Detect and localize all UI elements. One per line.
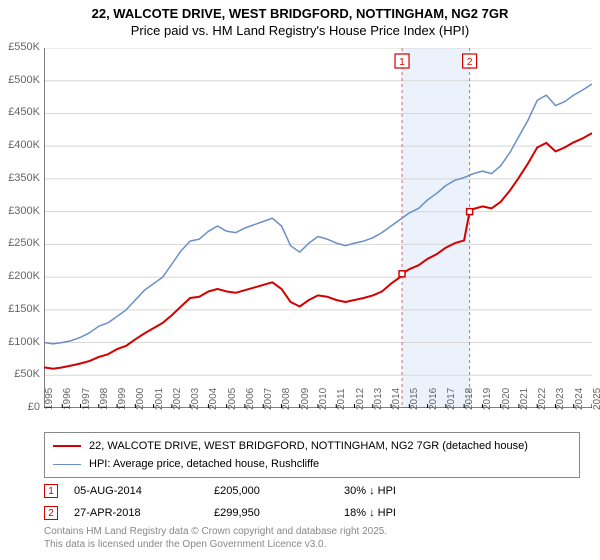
transaction-row: 2 27-APR-2018£299,95018% ↓ HPI: [44, 502, 580, 524]
x-tick-label: 1999: [117, 388, 128, 410]
transaction-date: 05-AUG-2014: [74, 485, 214, 497]
footer-attribution: Contains HM Land Registry data © Crown c…: [44, 525, 387, 551]
legend-label: 22, WALCOTE DRIVE, WEST BRIDGFORD, NOTTI…: [89, 440, 528, 452]
x-tick-label: 1995: [44, 388, 55, 410]
legend-item: 22, WALCOTE DRIVE, WEST BRIDGFORD, NOTTI…: [53, 437, 571, 455]
y-tick-label: £0: [0, 401, 40, 413]
legend-item: HPI: Average price, detached house, Rush…: [53, 455, 571, 473]
y-tick-label: £100K: [0, 336, 40, 348]
transaction-marker: 2: [44, 506, 58, 520]
title-line-2: Price paid vs. HM Land Registry's House …: [0, 23, 600, 40]
x-tick-label: 2013: [373, 388, 384, 410]
x-tick-label: 2023: [555, 388, 566, 410]
x-tick-label: 2018: [464, 388, 475, 410]
y-tick-label: £400K: [0, 139, 40, 151]
x-tick-label: 2009: [300, 388, 311, 410]
x-tick-label: 2021: [519, 388, 530, 410]
x-tick-label: 1998: [99, 388, 110, 410]
x-tick-label: 2003: [190, 388, 201, 410]
x-tick-label: 2004: [208, 388, 219, 410]
transaction-row: 1 05-AUG-2014£205,00030% ↓ HPI: [44, 480, 580, 502]
transaction-price: £205,000: [214, 485, 344, 497]
y-tick-label: £500K: [0, 74, 40, 86]
legend-swatch: [53, 464, 81, 465]
x-tick-label: 2012: [355, 388, 366, 410]
x-tick-label: 2017: [446, 388, 457, 410]
y-tick-label: £250K: [0, 237, 40, 249]
legend-swatch: [53, 445, 81, 447]
title-line-1: 22, WALCOTE DRIVE, WEST BRIDGFORD, NOTTI…: [0, 6, 600, 23]
chart-title-block: 22, WALCOTE DRIVE, WEST BRIDGFORD, NOTTI…: [0, 0, 600, 40]
footer-line-2: This data is licensed under the Open Gov…: [44, 538, 387, 551]
x-tick-label: 2002: [172, 388, 183, 410]
y-tick-label: £150K: [0, 303, 40, 315]
x-tick-label: 2005: [227, 388, 238, 410]
x-tick-label: 2010: [318, 388, 329, 410]
line-chart: 12: [44, 48, 592, 408]
x-tick-label: 2014: [391, 388, 402, 410]
x-tick-label: 2011: [336, 388, 347, 410]
svg-text:1: 1: [399, 57, 405, 68]
x-tick-label: 2019: [482, 388, 493, 410]
y-tick-label: £450K: [0, 106, 40, 118]
transaction-price: £299,950: [214, 507, 344, 519]
svg-text:2: 2: [467, 57, 473, 68]
y-tick-label: £550K: [0, 41, 40, 53]
legend-box: 22, WALCOTE DRIVE, WEST BRIDGFORD, NOTTI…: [44, 432, 580, 478]
transaction-date: 27-APR-2018: [74, 507, 214, 519]
x-tick-label: 2000: [135, 388, 146, 410]
x-tick-label: 2020: [501, 388, 512, 410]
x-tick-label: 2007: [263, 388, 274, 410]
x-tick-label: 2015: [409, 388, 420, 410]
legend-label: HPI: Average price, detached house, Rush…: [89, 458, 319, 470]
x-tick-label: 2024: [574, 388, 585, 410]
footer-line-1: Contains HM Land Registry data © Crown c…: [44, 525, 387, 538]
x-tick-label: 2006: [245, 388, 256, 410]
transaction-diff: 18% ↓ HPI: [344, 507, 580, 519]
x-tick-label: 2016: [428, 388, 439, 410]
transaction-marker: 1: [44, 484, 58, 498]
y-tick-label: £350K: [0, 172, 40, 184]
transaction-diff: 30% ↓ HPI: [344, 485, 580, 497]
x-tick-label: 1996: [62, 388, 73, 410]
x-tick-label: 2025: [592, 388, 600, 410]
x-tick-label: 2001: [154, 388, 165, 410]
transactions-list: 1 05-AUG-2014£205,00030% ↓ HPI 2 27-APR-201…: [44, 480, 580, 524]
y-tick-label: £200K: [0, 270, 40, 282]
y-tick-label: £50K: [0, 368, 40, 380]
x-tick-label: 1997: [81, 388, 92, 410]
x-tick-label: 2008: [281, 388, 292, 410]
x-tick-label: 2022: [537, 388, 548, 410]
y-tick-label: £300K: [0, 205, 40, 217]
